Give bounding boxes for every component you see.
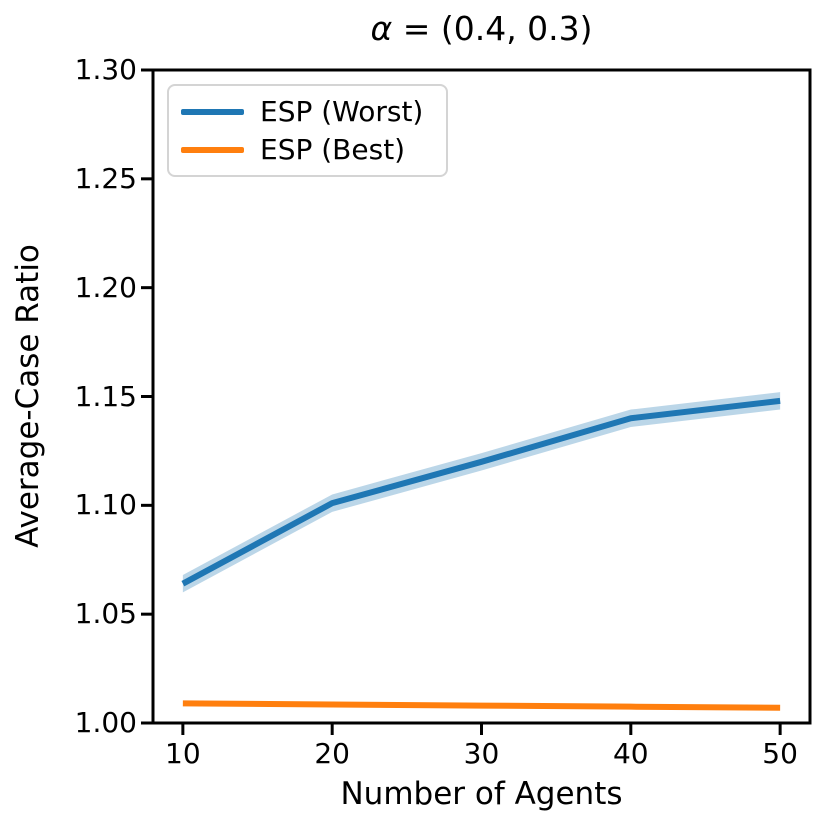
x-tick-label: 20: [314, 737, 350, 770]
y-tick-label: 1.00: [74, 706, 137, 739]
y-tick-label: 1.20: [74, 270, 137, 304]
x-tick-label: 10: [165, 737, 201, 770]
y-tick-label: 1.05: [74, 597, 137, 631]
data-line-1: [182, 700, 781, 711]
chart-title-text: = (0.4, 0.3): [392, 9, 593, 48]
y-tick-label: 1.10: [74, 488, 137, 522]
chart-title: α = (0.4, 0.3): [153, 8, 810, 51]
y-tick-label: 1.30: [74, 53, 137, 86]
x-axis-label: Number of Agents: [340, 776, 623, 812]
legend-line-sample-worst: [181, 108, 244, 115]
data-line-0: [181, 397, 781, 587]
y-tick-label: 1.15: [74, 379, 137, 413]
x-tick-label: 40: [612, 737, 649, 770]
legend-line-sample-best: [181, 146, 244, 153]
legend: ESP (Worst) ESP (Best): [167, 84, 448, 177]
legend-label-best: ESP (Best): [260, 132, 406, 166]
confidence-band-0: [182, 392, 781, 593]
legend-entry-worst: ESP (Worst): [169, 93, 446, 131]
x-tick-label: 50: [762, 737, 798, 770]
y-tick-label: 1.25: [74, 161, 137, 195]
legend-label-worst: ESP (Worst): [260, 94, 424, 128]
legend-entry-best: ESP (Best): [169, 131, 446, 169]
alpha-symbol: α: [370, 9, 393, 48]
x-tick-label: 30: [463, 737, 500, 770]
